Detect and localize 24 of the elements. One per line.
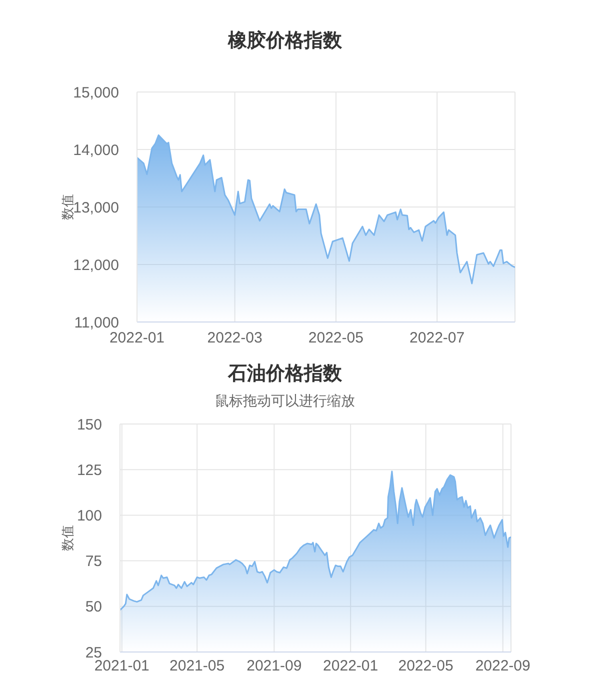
x-tick-label: 2021-09 bbox=[246, 658, 302, 675]
y-tick-label: 14,000 bbox=[73, 142, 119, 159]
x-tick-label: 2022-05 bbox=[398, 658, 454, 675]
y-tick-label: 13,000 bbox=[73, 199, 119, 216]
y-axis-title: 数值 bbox=[60, 525, 74, 551]
y-tick-label: 150 bbox=[76, 416, 102, 434]
y-axis-title: 数值 bbox=[60, 194, 74, 220]
y-tick-label: 100 bbox=[76, 508, 102, 525]
chart-title: 石油价格指数 bbox=[228, 364, 342, 386]
x-tick-label: 2022-09 bbox=[475, 658, 530, 675]
y-tick-label: 50 bbox=[85, 598, 102, 616]
x-tick-label: 2022-01 bbox=[109, 330, 165, 347]
y-tick-label: 12,000 bbox=[73, 256, 119, 274]
chart-subtitle: 鼠标拖动可以进行缩放 bbox=[215, 392, 355, 410]
x-tick-label: 2022-07 bbox=[410, 330, 465, 347]
y-tick-label: 125 bbox=[76, 462, 102, 479]
x-tick-label: 2022-05 bbox=[308, 330, 364, 347]
y-tick-label: 75 bbox=[85, 553, 102, 570]
y-tick-label: 11,000 bbox=[74, 314, 119, 332]
x-tick-label: 2021-05 bbox=[170, 658, 225, 675]
x-tick-label: 2022-01 bbox=[323, 658, 378, 675]
x-tick-label: 2022-03 bbox=[207, 330, 262, 347]
chart-title: 橡胶价格指数 bbox=[228, 30, 342, 54]
y-tick-label: 15,000 bbox=[73, 84, 119, 102]
